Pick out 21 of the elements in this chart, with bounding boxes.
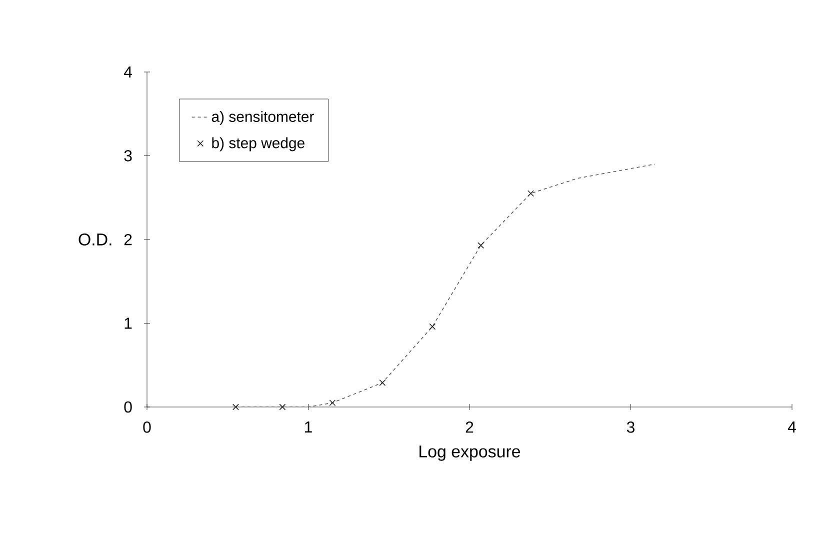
x-tick-label: 3: [626, 422, 634, 433]
y-tick-label: 3: [124, 150, 132, 162]
point: [379, 379, 386, 386]
x-tick-label: 4: [788, 422, 796, 432]
point: [232, 404, 239, 410]
y-tick-label: 2: [124, 234, 132, 246]
y-axis-title: O.D.: [78, 234, 112, 246]
point: [429, 323, 436, 330]
x-axis-title: Log exposure: [420, 446, 520, 461]
y-tick-label: 0: [124, 401, 132, 413]
point: [478, 242, 484, 249]
y-tick-label: 4: [124, 66, 132, 78]
point: [279, 404, 286, 410]
x-tick-label: 1: [305, 422, 312, 432]
y-tick-label: 1: [124, 318, 132, 329]
point: [329, 400, 336, 406]
x-tick-label: 0: [143, 422, 151, 433]
point: [528, 190, 534, 197]
legend-label: b) step wedge: [212, 137, 304, 152]
legend-label: a) sensitometer: [212, 110, 314, 125]
x-tick-label: 2: [466, 422, 474, 433]
